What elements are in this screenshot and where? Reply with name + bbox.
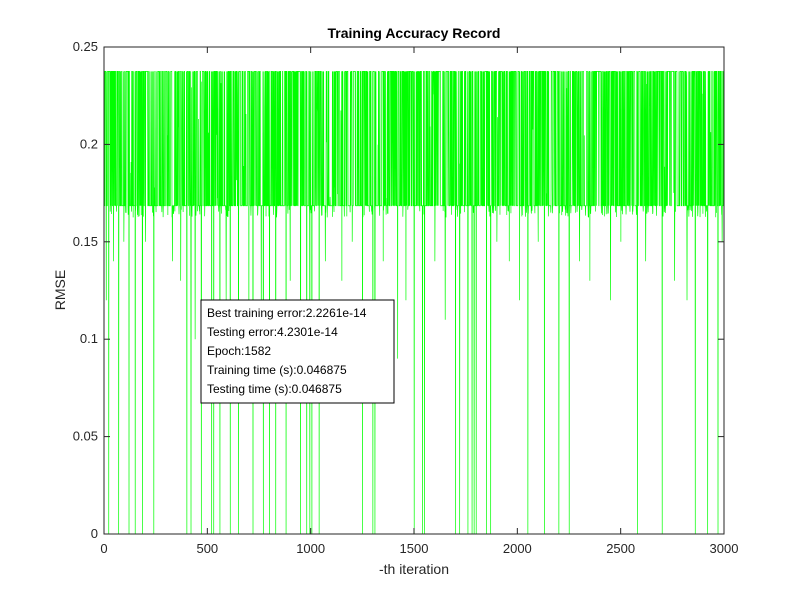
- x-tick-label: 3000: [710, 541, 739, 556]
- x-tick-label: 500: [196, 541, 218, 556]
- x-tick-label: 0: [100, 541, 107, 556]
- annotation-testing-error: Testing error:4.2301e-14: [207, 325, 338, 339]
- x-tick-label: 2500: [606, 541, 635, 556]
- y-tick-label: 0: [91, 526, 98, 541]
- annotation-border: [200, 299, 395, 404]
- y-axis-title: RMSE: [52, 270, 68, 310]
- chart-title: Training Accuracy Record: [328, 25, 501, 41]
- annotation-epoch: Epoch:1582: [207, 344, 271, 358]
- annotation-box: Best training error:2.2261e-14 Testing e…: [200, 299, 395, 404]
- y-tick-label: 0.05: [73, 429, 98, 444]
- annotation-best-training-error: Best training error:2.2261e-14: [207, 306, 367, 320]
- ticks-layer: 0 500 1000 1500 2000 2500 3000 0 0.05 0.1 0.15 0.2 0…: [73, 39, 739, 556]
- x-tick-label: 2000: [503, 541, 532, 556]
- annotation-testing-time: Testing time (s):0.046875: [207, 382, 342, 396]
- x-tick-label: 1000: [296, 541, 325, 556]
- x-axis-title: -th iteration: [379, 561, 449, 577]
- y-tick-label: 0.2: [80, 136, 98, 151]
- series-layer: [104, 70, 725, 535]
- annotation-training-time: Training time (s):0.046875: [207, 363, 347, 377]
- x-tick-label: 1500: [400, 541, 429, 556]
- y-tick-label: 0.1: [80, 331, 98, 346]
- y-tick-label: 0.15: [73, 234, 98, 249]
- y-tick-label: 0.25: [73, 39, 98, 54]
- series-line: [104, 70, 725, 535]
